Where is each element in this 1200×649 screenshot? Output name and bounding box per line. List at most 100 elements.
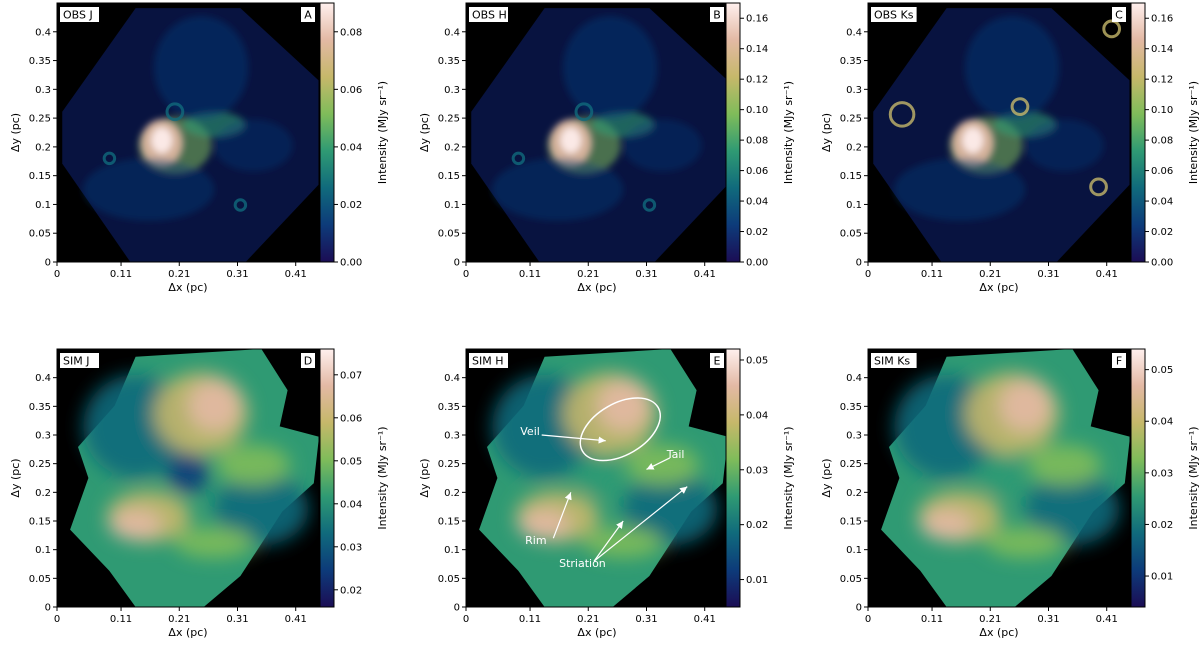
y-tick-label: 0.35 <box>840 56 862 67</box>
x-tick-label: 0.31 <box>1037 614 1059 625</box>
y-tick-label: 0.1 <box>444 545 460 556</box>
y-tick-label: 0 <box>454 603 460 614</box>
panel-letter: F <box>1112 353 1126 368</box>
y-tick-label: 0.25 <box>438 114 460 125</box>
svg-text:B: B <box>713 9 721 22</box>
y-tick-label: 0 <box>45 603 51 614</box>
x-tick-label: 0.21 <box>577 269 599 280</box>
y-tick-label: 0.1 <box>846 200 862 211</box>
x-tick-label: 0 <box>54 269 60 280</box>
y-tick-label: 0.05 <box>29 574 51 585</box>
panel-letter: E <box>710 353 724 368</box>
colorbar-tick-label: 0.03 <box>340 542 362 553</box>
y-tick-label: 0.1 <box>444 200 460 211</box>
x-tick-label: 0.41 <box>1096 614 1118 625</box>
svg-text:E: E <box>714 355 721 368</box>
panel-letter: D <box>301 353 315 368</box>
heatmap-image <box>57 349 319 607</box>
colorbar-label: Intensity (MJy sr⁻¹) <box>376 426 389 529</box>
colorbar: 0.02 0.03 0.04 0.05 0.06 0.07 Intensity (MJy s… <box>319 348 389 608</box>
colorbar-tick-label: 0.01 <box>746 575 768 586</box>
panel-letter: C <box>1112 7 1126 22</box>
x-tick-label: 0.31 <box>635 614 657 625</box>
panel-c: 0 0.11 0.21 0.31 0.41 0 0.05 0.1 0.15 0.2 0.25 0.3 0… <box>820 2 1200 294</box>
y-tick-label: 0.05 <box>840 574 862 585</box>
annotation-veil: Veil <box>520 425 540 438</box>
x-tick-label: 0.11 <box>921 614 943 625</box>
x-axis-label: Δx (pc) <box>577 626 616 639</box>
y-axis-label: Δy (pc) <box>418 458 431 497</box>
svg-text:OBS J: OBS J <box>63 9 93 22</box>
annotation-arrow <box>552 492 572 539</box>
panel-title: OBS J <box>60 7 99 22</box>
colorbar-tick-label: 0.14 <box>746 44 768 55</box>
svg-text:SIM Ks: SIM Ks <box>874 355 910 368</box>
panel-title: SIM Ks <box>871 353 917 368</box>
colorbar-tick-label: 0.04 <box>1151 417 1173 428</box>
x-tick-label: 0.11 <box>921 269 943 280</box>
panel-d: 0 0.11 0.21 0.31 0.41 0 0.05 0.1 0.15 0.2 0.25 0.3 0… <box>9 348 389 639</box>
colorbar-tick-label: 0.16 <box>746 14 768 25</box>
y-tick-label: 0.35 <box>438 402 460 413</box>
x-tick-label: 0.41 <box>694 269 716 280</box>
colorbar-label: Intensity (MJy sr⁻¹) <box>376 81 389 184</box>
y-tick-label: 0.15 <box>438 171 460 182</box>
y-tick-label: 0 <box>856 603 862 614</box>
y-tick-label: 0 <box>45 258 51 269</box>
y-tick-label: 0.3 <box>444 85 460 96</box>
y-tick-label: 0.4 <box>35 373 51 384</box>
x-tick-label: 0.21 <box>168 614 190 625</box>
colorbar-label: Intensity (MJy sr⁻¹) <box>1187 426 1200 529</box>
colorbar-tick-label: 0.00 <box>1151 258 1173 269</box>
x-tick-label: 0.31 <box>1037 269 1059 280</box>
colorbar-label: Intensity (MJy sr⁻¹) <box>782 81 795 184</box>
x-tick-label: 0.31 <box>226 614 248 625</box>
panel-title: SIM H <box>469 353 508 368</box>
annotation-arrow <box>541 434 606 444</box>
svg-text:SIM H: SIM H <box>472 355 504 368</box>
y-tick-label: 0.15 <box>29 171 51 182</box>
colorbar-tick-label: 0.10 <box>1151 105 1173 116</box>
colorbar-tick-label: 0.03 <box>746 465 768 476</box>
y-tick-label: 0.3 <box>35 431 51 442</box>
panel-e: 0 0.11 0.21 0.31 0.41 0 0.05 0.1 0.15 0.2 0.25 0.3 0… <box>418 348 795 639</box>
x-tick-label: 0.41 <box>285 269 307 280</box>
veil-ellipse <box>579 397 661 462</box>
y-tick-label: 0.4 <box>444 27 460 38</box>
x-tick-label: 0.21 <box>979 269 1001 280</box>
y-tick-label: 0.4 <box>846 373 862 384</box>
y-tick-label: 0.3 <box>846 85 862 96</box>
colorbar-tick-label: 0.04 <box>1151 197 1173 208</box>
colorbar-tick-label: 0.02 <box>1151 227 1173 238</box>
x-axis-label: Δx (pc) <box>168 281 207 294</box>
x-tick-label: 0 <box>865 614 871 625</box>
colorbar: 0.01 0.02 0.03 0.04 0.05 Intensity (MJy sr⁻¹) <box>1130 348 1200 608</box>
x-tick-label: 0.41 <box>1096 269 1118 280</box>
y-tick-label: 0.25 <box>438 459 460 470</box>
y-tick-label: 0.1 <box>35 200 51 211</box>
colorbar-tick-label: 0.05 <box>1151 365 1173 376</box>
y-tick-label: 0.15 <box>840 517 862 528</box>
panel-title: SIM J <box>60 353 99 368</box>
svg-text:F: F <box>1116 355 1122 368</box>
y-tick-label: 0.05 <box>438 574 460 585</box>
heatmap-image <box>868 349 1130 607</box>
y-tick-label: 0.2 <box>444 142 460 153</box>
y-tick-label: 0.2 <box>846 142 862 153</box>
plot-frame <box>867 2 1131 263</box>
colorbar-tick-label: 0.08 <box>1151 136 1173 147</box>
y-tick-label: 0.25 <box>840 459 862 470</box>
y-axis-label: Δy (pc) <box>418 113 431 152</box>
y-tick-label: 0.1 <box>846 545 862 556</box>
x-tick-label: 0.11 <box>519 269 541 280</box>
y-tick-label: 0.25 <box>29 459 51 470</box>
panel-f: 0 0.11 0.21 0.31 0.41 0 0.05 0.1 0.15 0.2 0.25 0.3 0… <box>820 348 1200 639</box>
y-tick-label: 0.35 <box>438 56 460 67</box>
y-tick-label: 0.3 <box>846 431 862 442</box>
colorbar-tick-label: 0.02 <box>746 520 768 531</box>
panel-a: 0 0.11 0.21 0.31 0.41 0 0.05 0.1 0.15 0.2 0.25 0.3 0… <box>9 2 389 294</box>
y-tick-label: 0.05 <box>840 229 862 240</box>
x-axis-label: Δx (pc) <box>979 281 1018 294</box>
annotation-striation: Striation <box>559 557 606 570</box>
